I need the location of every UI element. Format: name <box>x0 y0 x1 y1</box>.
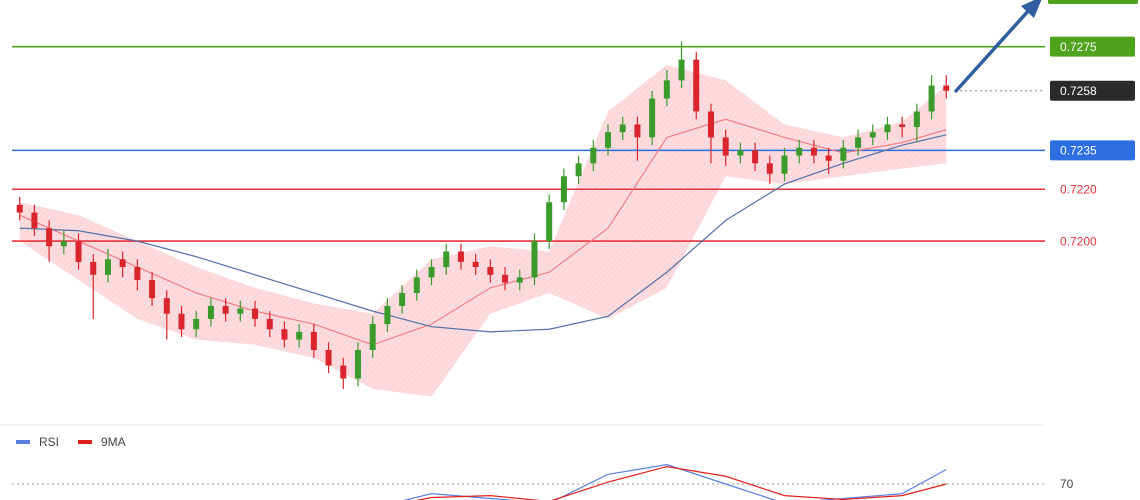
candle-body <box>369 324 376 350</box>
candle-body <box>443 251 450 268</box>
legend: RSI 9MA <box>16 435 126 449</box>
legend-label: 9MA <box>101 435 126 449</box>
ma-slow <box>19 134 947 333</box>
candle-body <box>237 308 244 314</box>
candle-body <box>90 261 97 275</box>
candle-body <box>134 267 141 280</box>
candle-body <box>46 228 53 247</box>
level-labels: 0.7275 0.7258 0.7235 0.7220 0.7200 70 <box>1050 36 1135 491</box>
candle-body <box>413 277 420 293</box>
target-box <box>1048 0 1138 4</box>
trend-arrow-head <box>1021 0 1042 18</box>
candle-body <box>207 305 214 319</box>
candle-body <box>16 204 23 213</box>
candle-body <box>31 212 38 229</box>
legend-swatch <box>16 440 30 444</box>
candle-body <box>752 150 759 164</box>
candle-body <box>310 331 317 350</box>
level-label-box <box>1050 80 1135 101</box>
candle-body <box>75 241 82 262</box>
candle-body <box>472 261 479 268</box>
candle-body <box>605 132 612 148</box>
candle-body <box>296 331 303 340</box>
candle-body <box>560 176 567 203</box>
rsi-line <box>415 465 947 500</box>
price-pane <box>12 41 1045 397</box>
candle-body <box>325 350 332 366</box>
candle-body <box>222 305 229 314</box>
candle-body <box>649 98 656 138</box>
candle-body <box>531 241 538 278</box>
candle-body <box>663 80 670 99</box>
candle-body <box>722 137 729 156</box>
candle-body <box>840 147 847 161</box>
candle-body <box>884 124 891 133</box>
candle-body <box>707 111 714 138</box>
candle-body <box>796 147 803 156</box>
candle-body <box>546 202 553 242</box>
level-label-box <box>1050 140 1135 161</box>
rsi-tick-label: 70 <box>1060 477 1074 491</box>
level-label: 0.7200 <box>1060 234 1097 248</box>
candle-body <box>855 137 862 148</box>
level-label: 0.7258 <box>1060 84 1097 98</box>
bollinger-hatch <box>19 64 947 397</box>
candle-body <box>634 124 641 138</box>
candle-body <box>487 267 494 275</box>
level-label: 0.7220 <box>1060 182 1097 196</box>
legend-swatch <box>78 440 92 444</box>
candle-body <box>899 124 906 128</box>
candle-body <box>825 155 832 161</box>
rsi-line <box>403 464 947 500</box>
candle-body <box>943 85 950 91</box>
candle-body <box>913 111 920 128</box>
candle-body <box>781 155 788 174</box>
candle-body <box>693 59 700 112</box>
candle-body <box>428 267 435 278</box>
candle-body <box>590 147 597 164</box>
candle-body <box>737 150 744 156</box>
trend-arrow <box>954 7 1032 93</box>
level-label-box <box>1050 36 1135 57</box>
ma-fast <box>19 118 947 346</box>
candle-body <box>457 251 464 262</box>
candle-body <box>928 85 935 112</box>
candle-body <box>60 241 67 247</box>
candle-body <box>340 365 347 379</box>
candle-body <box>281 329 288 340</box>
candle-body <box>766 163 773 174</box>
candle-body <box>193 318 200 330</box>
candle-body <box>502 274 509 283</box>
candle-body <box>163 298 170 314</box>
candle-body <box>516 277 523 283</box>
candle-body <box>869 132 876 138</box>
candle-body <box>149 280 156 299</box>
candle-body <box>575 163 582 177</box>
level-label: 0.7235 <box>1060 144 1097 158</box>
candle-body <box>119 259 126 268</box>
rsi-pane <box>12 464 1045 500</box>
candle-body <box>354 350 361 379</box>
candle-body <box>266 318 273 330</box>
candle-body <box>178 313 185 330</box>
candle-body <box>252 308 259 319</box>
legend-label: RSI <box>39 435 59 449</box>
candle-body <box>810 147 817 156</box>
candle-body <box>678 59 685 81</box>
candle-body <box>104 259 111 275</box>
candle-body <box>619 124 626 133</box>
candle-body <box>399 292 406 306</box>
candle-body <box>384 305 391 325</box>
level-label: 0.7275 <box>1060 40 1097 54</box>
